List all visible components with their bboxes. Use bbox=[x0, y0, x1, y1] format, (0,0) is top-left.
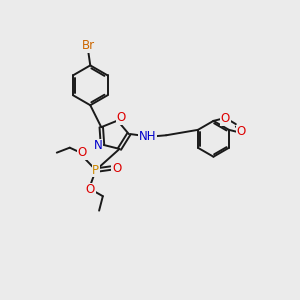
Text: Br: Br bbox=[82, 40, 95, 52]
Text: O: O bbox=[112, 162, 121, 175]
Text: O: O bbox=[236, 125, 245, 138]
Text: O: O bbox=[86, 184, 95, 196]
Text: N: N bbox=[94, 140, 102, 152]
Text: O: O bbox=[221, 112, 230, 125]
Text: O: O bbox=[117, 111, 126, 124]
Text: NH: NH bbox=[139, 130, 156, 143]
Text: P: P bbox=[92, 164, 99, 177]
Text: O: O bbox=[78, 146, 87, 159]
